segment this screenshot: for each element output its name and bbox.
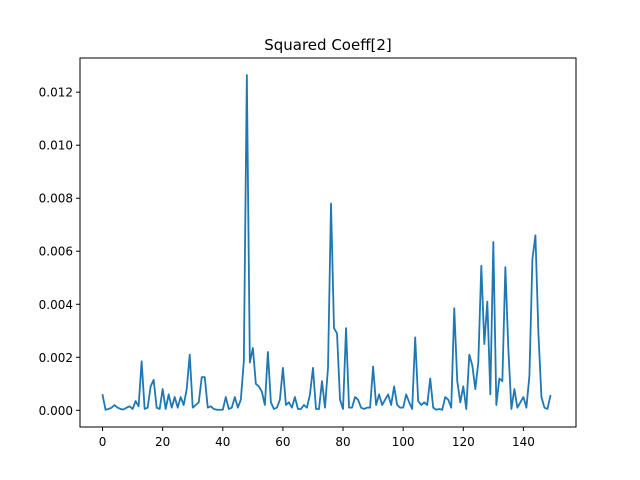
y-tick-label: 0.012 xyxy=(39,86,73,100)
x-tick-label: 60 xyxy=(275,435,290,449)
y-tick-label: 0.008 xyxy=(39,192,73,206)
series-line-0 xyxy=(101,74,552,411)
y-tick-label: 0.006 xyxy=(39,245,73,259)
y-tick-label: 0.000 xyxy=(39,404,73,418)
y-tick-label: 0.002 xyxy=(39,351,73,365)
plot-layer xyxy=(101,74,552,411)
x-axis: 0 20 40 60 80 100 120 140 xyxy=(99,427,535,449)
x-tick-label: 100 xyxy=(392,435,415,449)
chart-title: Squared Coeff[2] xyxy=(264,36,392,54)
x-tick-label: 20 xyxy=(155,435,170,449)
x-tick-label: 0 xyxy=(99,435,107,449)
axes-frame xyxy=(79,57,577,428)
y-tick-label: 0.004 xyxy=(39,298,73,312)
x-tick-label: 80 xyxy=(335,435,350,449)
x-tick-label: 140 xyxy=(512,435,535,449)
y-axis: 0.000 0.002 0.004 0.006 0.008 0.010 0.012 xyxy=(39,86,80,418)
x-tick-label: 40 xyxy=(215,435,230,449)
y-tick-label: 0.010 xyxy=(39,139,73,153)
x-tick-label: 120 xyxy=(452,435,475,449)
